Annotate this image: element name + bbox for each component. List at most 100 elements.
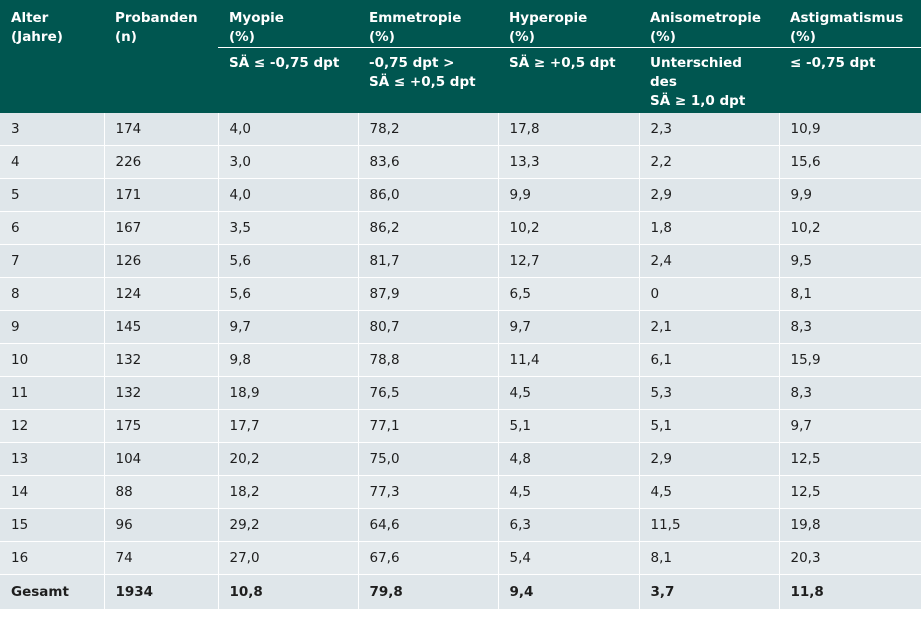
cell-subjects: 171: [104, 178, 219, 212]
total-myopia: 10,8: [218, 574, 359, 610]
cell-age: 10: [0, 343, 105, 377]
cell-myopia: 17,7: [218, 409, 359, 443]
cell-age: 5: [0, 178, 105, 212]
cell-emmetropia: 87,9: [358, 277, 499, 311]
cell-astigmatism: 15,9: [779, 343, 921, 377]
cell-hyperopia: 9,7: [498, 310, 640, 344]
cell-myopia: 4,0: [218, 112, 359, 146]
header-myopia: Myopie (%): [218, 0, 358, 48]
cell-astigmatism: 9,5: [779, 244, 921, 278]
cell-myopia: 18,9: [218, 376, 359, 410]
cell-astigmatism: 8,3: [779, 310, 921, 344]
cell-emmetropia: 64,6: [358, 508, 499, 542]
header-anisometropia: Anisometropie (%): [639, 0, 779, 48]
cell-hyperopia: 4,5: [498, 475, 640, 509]
cell-subjects: 167: [104, 211, 219, 245]
subheader-myopia: SÄ ≤ -0,75 dpt: [218, 47, 358, 113]
cell-anisometropia: 2,9: [639, 442, 780, 476]
cell-astigmatism: 12,5: [779, 442, 921, 476]
cell-anisometropia: 2,4: [639, 244, 780, 278]
cell-anisometropia: 1,8: [639, 211, 780, 245]
cell-hyperopia: 5,4: [498, 541, 640, 575]
cell-anisometropia: 8,1: [639, 541, 780, 575]
cell-hyperopia: 12,7: [498, 244, 640, 278]
cell-astigmatism: 12,5: [779, 475, 921, 509]
cell-age: 7: [0, 244, 105, 278]
total-anisometropia: 3,7: [639, 574, 780, 610]
cell-age: 11: [0, 376, 105, 410]
cell-subjects: 124: [104, 277, 219, 311]
table-row: 9 145 9,7 80,7 9,7 2,1 8,3: [0, 310, 921, 344]
cell-astigmatism: 10,2: [779, 211, 921, 245]
table-row: 11 132 18,9 76,5 4,5 5,3 8,3: [0, 376, 921, 410]
cell-age: 13: [0, 442, 105, 476]
header-age: Alter (Jahre): [0, 0, 104, 113]
cell-myopia: 27,0: [218, 541, 359, 575]
cell-emmetropia: 81,7: [358, 244, 499, 278]
cell-emmetropia: 77,1: [358, 409, 499, 443]
cell-anisometropia: 2,1: [639, 310, 780, 344]
header-emmetropia: Emmetropie (%): [358, 0, 498, 48]
total-row: Gesamt 1934 10,8 79,8 9,4 3,7 11,8: [0, 574, 921, 610]
cell-subjects: 132: [104, 343, 219, 377]
cell-emmetropia: 83,6: [358, 145, 499, 179]
total-subjects: 1934: [104, 574, 219, 610]
table-row: 12 175 17,7 77,1 5,1 5,1 9,7: [0, 409, 921, 443]
total-astigmatism: 11,8: [779, 574, 921, 610]
cell-age: 16: [0, 541, 105, 575]
cell-myopia: 9,8: [218, 343, 359, 377]
cell-age: 14: [0, 475, 105, 509]
subheader-astigmatism: ≤ -0,75 dpt: [779, 47, 921, 113]
cell-myopia: 20,2: [218, 442, 359, 476]
cell-hyperopia: 6,3: [498, 508, 640, 542]
cell-myopia: 3,5: [218, 211, 359, 245]
cell-subjects: 74: [104, 541, 219, 575]
cell-hyperopia: 13,3: [498, 145, 640, 179]
cell-subjects: 145: [104, 310, 219, 344]
cell-astigmatism: 8,1: [779, 277, 921, 311]
cell-hyperopia: 17,8: [498, 112, 640, 146]
total-hyperopia: 9,4: [498, 574, 640, 610]
cell-astigmatism: 19,8: [779, 508, 921, 542]
cell-hyperopia: 10,2: [498, 211, 640, 245]
cell-age: 12: [0, 409, 105, 443]
cell-subjects: 226: [104, 145, 219, 179]
cell-anisometropia: 2,3: [639, 112, 780, 146]
cell-astigmatism: 9,7: [779, 409, 921, 443]
cell-subjects: 126: [104, 244, 219, 278]
cell-anisometropia: 6,1: [639, 343, 780, 377]
table-row: 10 132 9,8 78,8 11,4 6,1 15,9: [0, 343, 921, 377]
table-row: 14 88 18,2 77,3 4,5 4,5 12,5: [0, 475, 921, 509]
cell-myopia: 4,0: [218, 178, 359, 212]
cell-subjects: 174: [104, 112, 219, 146]
cell-emmetropia: 67,6: [358, 541, 499, 575]
cell-astigmatism: 10,9: [779, 112, 921, 146]
cell-astigmatism: 8,3: [779, 376, 921, 410]
cell-emmetropia: 86,2: [358, 211, 499, 245]
cell-emmetropia: 78,8: [358, 343, 499, 377]
cell-myopia: 18,2: [218, 475, 359, 509]
table-row: 13 104 20,2 75,0 4,8 2,9 12,5: [0, 442, 921, 476]
cell-hyperopia: 4,8: [498, 442, 640, 476]
cell-myopia: 5,6: [218, 277, 359, 311]
header-hyperopia: Hyperopie (%): [498, 0, 639, 48]
table-row: 6 167 3,5 86,2 10,2 1,8 10,2: [0, 211, 921, 245]
cell-emmetropia: 75,0: [358, 442, 499, 476]
cell-age: 8: [0, 277, 105, 311]
cell-subjects: 175: [104, 409, 219, 443]
cell-hyperopia: 5,1: [498, 409, 640, 443]
cell-subjects: 96: [104, 508, 219, 542]
table-header: Alter (Jahre) Probanden (n) Myopie (%) Emme…: [0, 0, 921, 113]
cell-hyperopia: 6,5: [498, 277, 640, 311]
cell-age: 6: [0, 211, 105, 245]
table-row: 8 124 5,6 87,9 6,5 0 8,1: [0, 277, 921, 311]
cell-emmetropia: 86,0: [358, 178, 499, 212]
subheader-hyperopia: SÄ ≥ +0,5 dpt: [498, 47, 639, 113]
cell-emmetropia: 77,3: [358, 475, 499, 509]
header-astigmatism: Astigmatismus (%): [779, 0, 921, 48]
cell-age: 15: [0, 508, 105, 542]
table-body: 3 174 4,0 78,2 17,8 2,3 10,9 4 226 3,0 83,6 13,3 2,2…: [0, 112, 921, 610]
cell-emmetropia: 78,2: [358, 112, 499, 146]
cell-anisometropia: 4,5: [639, 475, 780, 509]
